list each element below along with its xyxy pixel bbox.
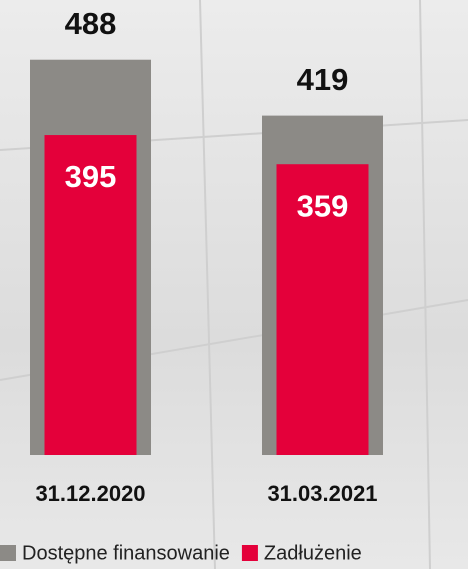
legend-label: Dostępne finansowanie (22, 542, 230, 564)
value-label: 359 (297, 188, 349, 223)
value-label: 488 (65, 6, 117, 41)
legend-label: Zadłużenie (264, 542, 362, 564)
x-tick-label: 31.12.2020 (35, 481, 145, 506)
legend-swatch (0, 545, 16, 561)
x-tick-label: 31.03.2021 (267, 481, 377, 506)
value-label: 395 (65, 159, 117, 194)
bar (44, 135, 137, 456)
bar (276, 164, 369, 455)
legend-swatch (241, 545, 258, 561)
value-label: 419 (297, 62, 349, 97)
